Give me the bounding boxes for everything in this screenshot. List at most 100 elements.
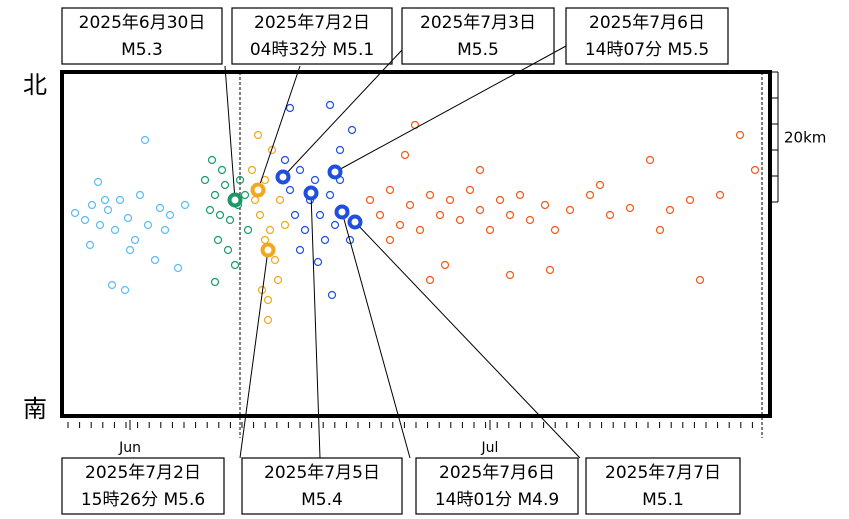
point — [515, 190, 525, 200]
plot-frame — [60, 70, 772, 418]
main-shock-center — [264, 246, 272, 254]
point — [485, 225, 495, 235]
point — [505, 270, 515, 280]
annotation-text: M5.3 — [121, 40, 163, 60]
point — [695, 275, 705, 285]
point — [455, 215, 465, 225]
point — [135, 190, 145, 200]
annotation-text: 2025年7月2日 — [254, 13, 370, 33]
point — [217, 165, 227, 175]
point — [425, 275, 435, 285]
point — [107, 280, 117, 290]
point — [247, 165, 257, 175]
point — [263, 295, 273, 305]
point — [87, 200, 97, 210]
south-label: 南 — [23, 395, 47, 423]
point — [200, 175, 210, 185]
point — [210, 190, 220, 200]
point — [95, 220, 105, 230]
leader-line — [354, 221, 581, 459]
point — [655, 225, 665, 235]
point — [750, 165, 760, 175]
x-tick-label: Jul — [481, 440, 499, 456]
main-shock-center — [231, 196, 239, 204]
point — [300, 225, 310, 235]
point — [310, 175, 320, 185]
point — [243, 225, 253, 235]
point — [465, 185, 475, 195]
point — [545, 265, 555, 275]
point — [313, 257, 323, 267]
point — [230, 260, 240, 270]
annotation-text: M5.4 — [301, 490, 343, 510]
point — [525, 215, 535, 225]
point — [100, 195, 110, 205]
point — [345, 235, 355, 245]
point — [215, 210, 225, 220]
point — [685, 195, 695, 205]
point — [335, 145, 345, 155]
point — [565, 205, 575, 215]
annotation-text: M5.5 — [457, 40, 499, 60]
point — [320, 235, 330, 245]
point — [475, 205, 485, 215]
point — [585, 190, 595, 200]
point — [115, 195, 125, 205]
point — [715, 190, 725, 200]
leader-line — [334, 45, 567, 173]
point — [85, 240, 95, 250]
main-shock-center — [338, 208, 346, 216]
leader-line — [224, 65, 236, 201]
annotation-text: 2025年7月6日 — [589, 13, 705, 33]
point — [223, 245, 233, 255]
annotation-text: 2025年6月30日 — [79, 13, 206, 33]
annotation-text: 2025年7月7日 — [605, 463, 721, 483]
point — [405, 200, 415, 210]
annotation-text: 2025年7月3日 — [420, 13, 536, 33]
point — [235, 175, 245, 185]
point — [327, 290, 337, 300]
leader-line — [257, 65, 301, 191]
point — [213, 235, 223, 245]
point — [260, 235, 270, 245]
annotation-box — [61, 457, 225, 515]
point — [240, 190, 250, 200]
point — [325, 190, 335, 200]
point — [325, 100, 335, 110]
point — [735, 130, 745, 140]
leader-line — [341, 211, 411, 459]
annotation-text: 14時07分 M5.5 — [585, 40, 709, 60]
annotation-text: 15時26分 M5.6 — [81, 490, 205, 510]
point — [120, 285, 130, 295]
annotation-text: M5.1 — [642, 490, 684, 510]
point — [250, 195, 260, 205]
point — [625, 203, 635, 213]
point — [425, 190, 435, 200]
main-shock-center — [351, 218, 359, 226]
point — [220, 180, 230, 190]
point — [475, 165, 485, 175]
annotation-box — [565, 7, 729, 65]
main-shock-center — [331, 168, 339, 176]
point — [125, 245, 135, 255]
annotation-box — [401, 7, 555, 65]
point — [550, 225, 560, 235]
annotation-box — [415, 457, 579, 515]
point — [375, 210, 385, 220]
point — [155, 203, 165, 213]
point — [207, 155, 217, 165]
point — [265, 225, 275, 235]
point — [295, 165, 305, 175]
point — [110, 225, 120, 235]
point — [255, 210, 265, 220]
leader-line — [239, 249, 269, 459]
leader-line — [310, 192, 321, 459]
point — [645, 155, 655, 165]
point — [495, 195, 505, 205]
annotation-box — [241, 457, 403, 515]
point — [280, 220, 290, 230]
point — [210, 277, 220, 287]
point — [140, 135, 150, 145]
point — [93, 177, 103, 187]
point — [180, 200, 190, 210]
